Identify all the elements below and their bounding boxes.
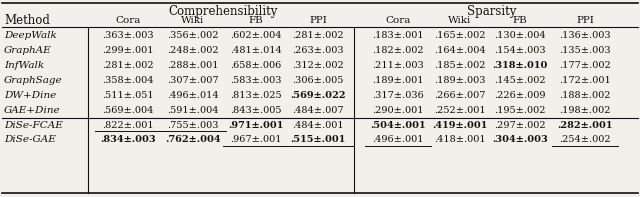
Text: .312±.002: .312±.002 — [292, 60, 344, 70]
Text: .248±.002: .248±.002 — [167, 46, 219, 55]
Text: .164±.004: .164±.004 — [434, 46, 486, 55]
Text: GraphAE: GraphAE — [4, 46, 52, 55]
Text: Comprehensibility: Comprehensibility — [168, 5, 278, 18]
Text: .496±.014: .496±.014 — [167, 90, 219, 99]
Text: .813±.025: .813±.025 — [230, 90, 282, 99]
Text: .288±.001: .288±.001 — [167, 60, 219, 70]
Text: DiSe-GAE: DiSe-GAE — [4, 136, 56, 145]
Text: .304±.003: .304±.003 — [492, 136, 548, 145]
Text: .569±.004: .569±.004 — [102, 106, 154, 114]
Text: .189±.001: .189±.001 — [372, 75, 424, 85]
Text: .145±.002: .145±.002 — [494, 75, 546, 85]
Text: .755±.003: .755±.003 — [167, 121, 219, 129]
Text: .496±.001: .496±.001 — [372, 136, 424, 145]
Text: .195±.002: .195±.002 — [494, 106, 546, 114]
Text: .419±.001: .419±.001 — [432, 121, 488, 129]
Text: Cora: Cora — [385, 16, 411, 24]
Text: .569±.022: .569±.022 — [291, 90, 346, 99]
Text: .135±.003: .135±.003 — [559, 46, 611, 55]
Text: Sparsity: Sparsity — [467, 5, 516, 18]
Text: DW+Dine: DW+Dine — [4, 90, 56, 99]
Text: .363±.003: .363±.003 — [102, 31, 154, 40]
Text: .583±.003: .583±.003 — [230, 75, 282, 85]
Text: .189±.003: .189±.003 — [435, 75, 486, 85]
Text: .226±.009: .226±.009 — [494, 90, 546, 99]
Text: .263±.003: .263±.003 — [292, 46, 344, 55]
Text: DiSe-FCAE: DiSe-FCAE — [4, 121, 63, 129]
Text: .299±.001: .299±.001 — [102, 46, 154, 55]
Text: .185±.002: .185±.002 — [435, 60, 486, 70]
Text: InfWalk: InfWalk — [4, 60, 44, 70]
Text: .136±.003: .136±.003 — [559, 31, 611, 40]
Text: .481±.014: .481±.014 — [230, 46, 282, 55]
Text: Wiki: Wiki — [449, 16, 472, 24]
Text: .515±.001: .515±.001 — [291, 136, 346, 145]
Text: .266±.007: .266±.007 — [435, 90, 486, 99]
Text: .484±.007: .484±.007 — [292, 106, 344, 114]
Text: .358±.004: .358±.004 — [102, 75, 154, 85]
Text: .504±.001: .504±.001 — [370, 121, 426, 129]
Text: .484±.001: .484±.001 — [292, 121, 344, 129]
Text: GAE+Dine: GAE+Dine — [4, 106, 61, 114]
Text: FB: FB — [513, 16, 527, 24]
Text: .307±.007: .307±.007 — [167, 75, 219, 85]
Text: .511±.051: .511±.051 — [102, 90, 154, 99]
Text: .591±.004: .591±.004 — [167, 106, 219, 114]
Text: .252±.001: .252±.001 — [434, 106, 486, 114]
Text: .165±.002: .165±.002 — [435, 31, 486, 40]
Text: PPI: PPI — [309, 16, 327, 24]
Text: .317±.036: .317±.036 — [372, 90, 424, 99]
Text: .297±.002: .297±.002 — [494, 121, 546, 129]
Text: .182±.002: .182±.002 — [372, 46, 424, 55]
Text: .198±.002: .198±.002 — [559, 106, 611, 114]
Text: .254±.002: .254±.002 — [559, 136, 611, 145]
Text: .211±.003: .211±.003 — [372, 60, 424, 70]
Text: .282±.001: .282±.001 — [557, 121, 612, 129]
Text: .822±.001: .822±.001 — [102, 121, 154, 129]
Text: .183±.001: .183±.001 — [372, 31, 424, 40]
Text: FB: FB — [248, 16, 264, 24]
Text: .172±.001: .172±.001 — [559, 75, 611, 85]
Text: .281±.002: .281±.002 — [292, 31, 344, 40]
Text: Wiki: Wiki — [181, 16, 205, 24]
Text: .318±.010: .318±.010 — [492, 60, 548, 70]
Text: Cora: Cora — [115, 16, 141, 24]
Text: .843±.005: .843±.005 — [230, 106, 282, 114]
Text: .281±.002: .281±.002 — [102, 60, 154, 70]
Text: PPI: PPI — [576, 16, 594, 24]
Text: .356±.002: .356±.002 — [167, 31, 219, 40]
Text: DeepWalk: DeepWalk — [4, 31, 57, 40]
Text: .834±.003: .834±.003 — [100, 136, 156, 145]
Text: .130±.004: .130±.004 — [494, 31, 546, 40]
Text: .306±.005: .306±.005 — [292, 75, 344, 85]
Text: .602±.004: .602±.004 — [230, 31, 282, 40]
Text: .290±.001: .290±.001 — [372, 106, 424, 114]
Text: .154±.003: .154±.003 — [494, 46, 546, 55]
Text: .418±.001: .418±.001 — [434, 136, 486, 145]
Text: Method: Method — [4, 14, 50, 27]
Text: .658±.006: .658±.006 — [230, 60, 282, 70]
Text: .188±.002: .188±.002 — [559, 90, 611, 99]
Text: .971±.001: .971±.001 — [228, 121, 284, 129]
Text: .762±.004: .762±.004 — [165, 136, 221, 145]
Text: .177±.002: .177±.002 — [559, 60, 611, 70]
Text: .967±.001: .967±.001 — [230, 136, 282, 145]
Text: GraphSage: GraphSage — [4, 75, 63, 85]
